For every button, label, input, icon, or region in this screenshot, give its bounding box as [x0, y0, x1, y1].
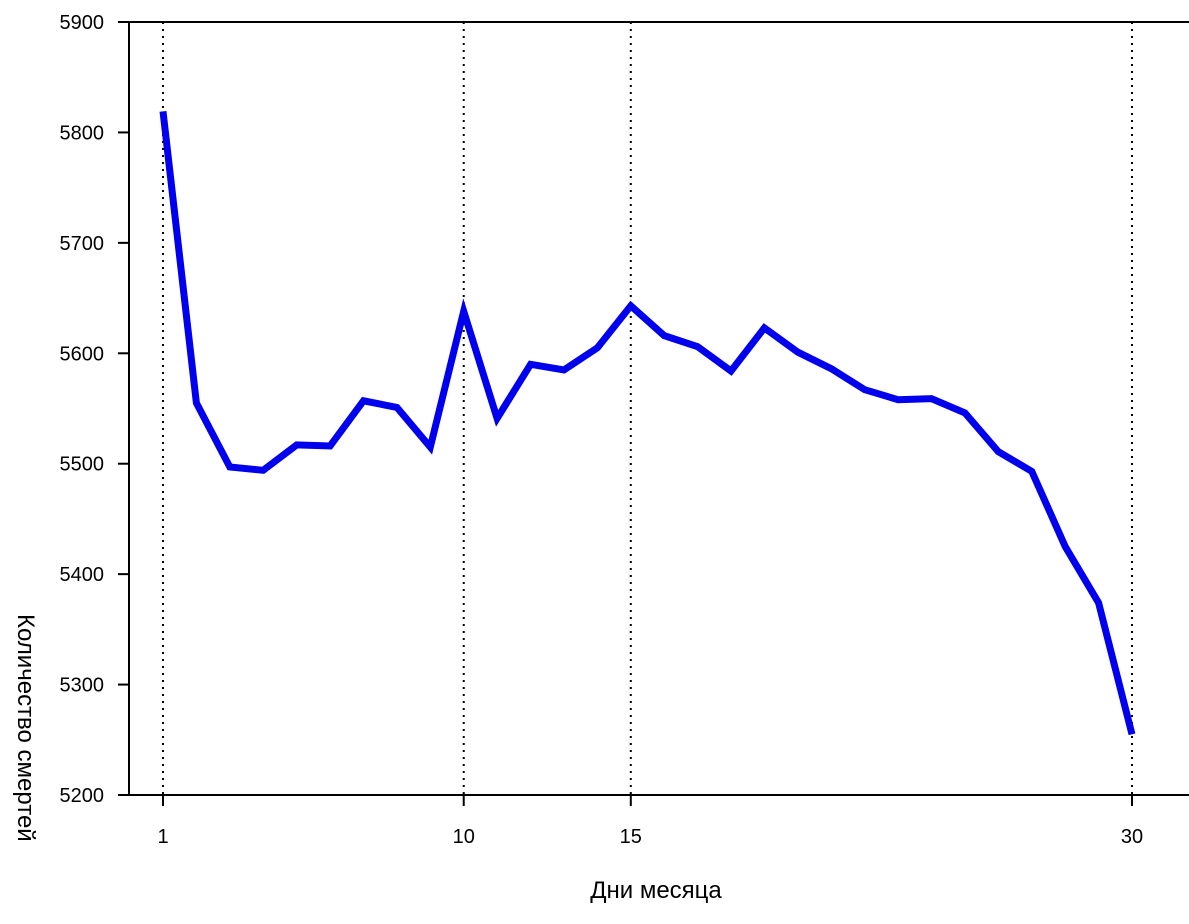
y-axis-title: Количество смертей [12, 614, 39, 842]
y-tick-label-5600: 5600 [60, 343, 105, 365]
y-tick-label-5300: 5300 [60, 675, 105, 697]
x-tick-label-15: 15 [620, 826, 642, 848]
x-axis-title: Дни месяца [590, 877, 722, 904]
y-tick-label-5800: 5800 [60, 122, 105, 144]
y-tick-label-5700: 5700 [60, 233, 105, 255]
y-tick-label-5900: 5900 [60, 12, 105, 34]
y-tick-label-5500: 5500 [60, 454, 105, 476]
series-layer [159, 111, 1136, 736]
y-tick-label-5400: 5400 [60, 564, 105, 586]
series-line-0 [159, 111, 1136, 736]
x-tick-label-10: 10 [453, 826, 475, 848]
y-tick-label-5200: 5200 [60, 785, 105, 807]
x-ticks: 1 10 15 30 [157, 795, 1143, 848]
gridlines [162, 22, 1133, 795]
y-ticks: 5200 5300 5400 5500 5600 5700 5800 5900 [60, 12, 129, 807]
axes [128, 21, 1189, 796]
x-tick-label-30: 30 [1121, 826, 1143, 848]
x-tick-label-1: 1 [157, 826, 168, 848]
